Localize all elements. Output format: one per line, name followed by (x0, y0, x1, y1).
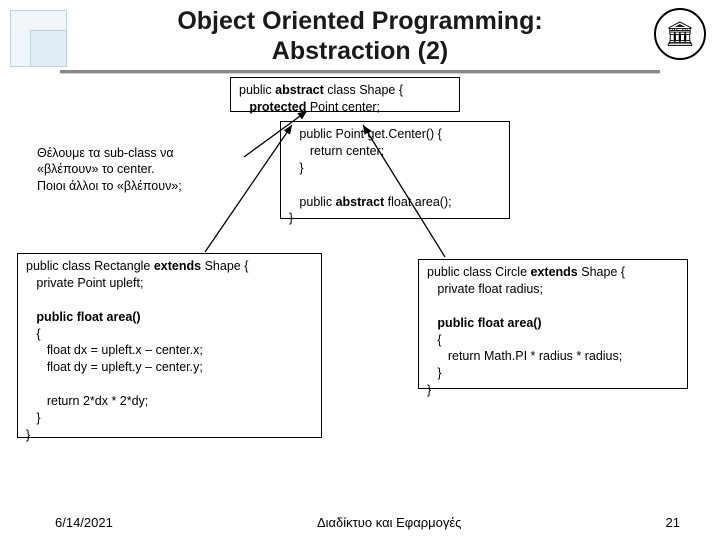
footer-page: 21 (666, 515, 680, 530)
footer-date: 6/14/2021 (55, 515, 113, 530)
circle-class-box: public class Circle extends Shape { priv… (418, 259, 688, 389)
content-area: public abstract class Shape { protected … (0, 77, 720, 507)
footer-center: Διαδίκτυο και Εφαρμογές (317, 515, 461, 530)
explanation-text: Θέλουμε τα sub-class να«βλέπουν» το cent… (37, 145, 245, 194)
title-underline (60, 70, 660, 73)
shape-methods-box: public Point get.Center() { return cente… (280, 121, 510, 219)
slide-footer: 6/14/2021 Διαδίκτυο και Εφαρμογές 21 (0, 515, 720, 530)
university-logo: 🏛 (654, 8, 706, 60)
slide-title: Object Oriented Programming: Abstraction… (0, 0, 720, 66)
shape-class-header-box: public abstract class Shape { protected … (230, 77, 460, 112)
rectangle-class-box: public class Rectangle extends Shape { p… (17, 253, 322, 438)
